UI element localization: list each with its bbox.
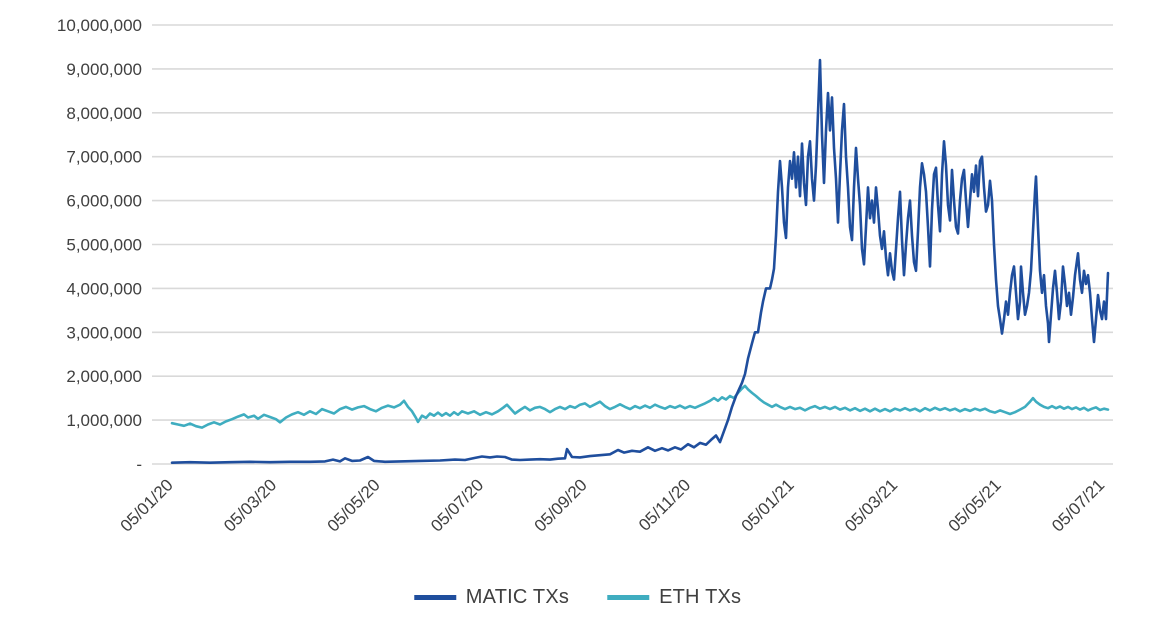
matic-line-swatch (413, 595, 456, 600)
x-tick-label: 05/09/20 (531, 475, 591, 535)
x-tick-label: 05/05/21 (945, 475, 1005, 535)
y-tick-label: 6,000,000 (66, 192, 142, 211)
y-tick-label: 4,000,000 (66, 279, 142, 298)
x-tick-label: 05/03/21 (841, 475, 901, 535)
y-axis-labels: 10,000,000 9,000,000 8,000,000 7,000,000 6,0… (57, 16, 142, 474)
y-tick-label: 1,000,000 (66, 411, 142, 430)
series-line-matic-txs (170, 58, 1110, 465)
x-tick-label: 05/01/21 (738, 475, 798, 535)
series-line-eth-txs (170, 384, 1110, 429)
legend-label-matic: MATIC TXs (465, 586, 570, 608)
x-axis-labels: 05/01/20 05/03/20 05/05/20 05/07/20 05/09/20… (117, 475, 1109, 535)
legend-item-eth: ETH TXs (607, 586, 741, 609)
legend-label-eth: ETH TXs (659, 586, 742, 608)
x-tick-label: 05/03/20 (220, 475, 280, 535)
y-tick-label: 8,000,000 (66, 104, 142, 123)
x-tick-label: 05/07/21 (1048, 475, 1108, 535)
x-tick-label: 05/01/20 (117, 475, 177, 535)
gridlines (152, 24, 1113, 465)
x-tick-label: 05/11/20 (635, 475, 694, 534)
y-tick-label: 3,000,000 (66, 323, 142, 342)
x-tick-label: 05/07/20 (427, 475, 487, 535)
y-tick-label: 9,000,000 (66, 60, 142, 79)
legend-item-matic: MATIC TXs (413, 586, 570, 609)
y-tick-label: 2,000,000 (66, 367, 142, 386)
legend: MATIC TXs ETH TXs (413, 586, 741, 609)
y-tick-label: - (136, 455, 142, 474)
y-tick-label: 5,000,000 (66, 236, 142, 255)
y-tick-label: 7,000,000 (66, 148, 142, 167)
x-tick-label: 05/05/20 (324, 475, 384, 535)
series-lines (170, 58, 1110, 465)
eth-line-swatch (607, 595, 650, 600)
y-tick-label: 10,000,000 (57, 16, 142, 35)
